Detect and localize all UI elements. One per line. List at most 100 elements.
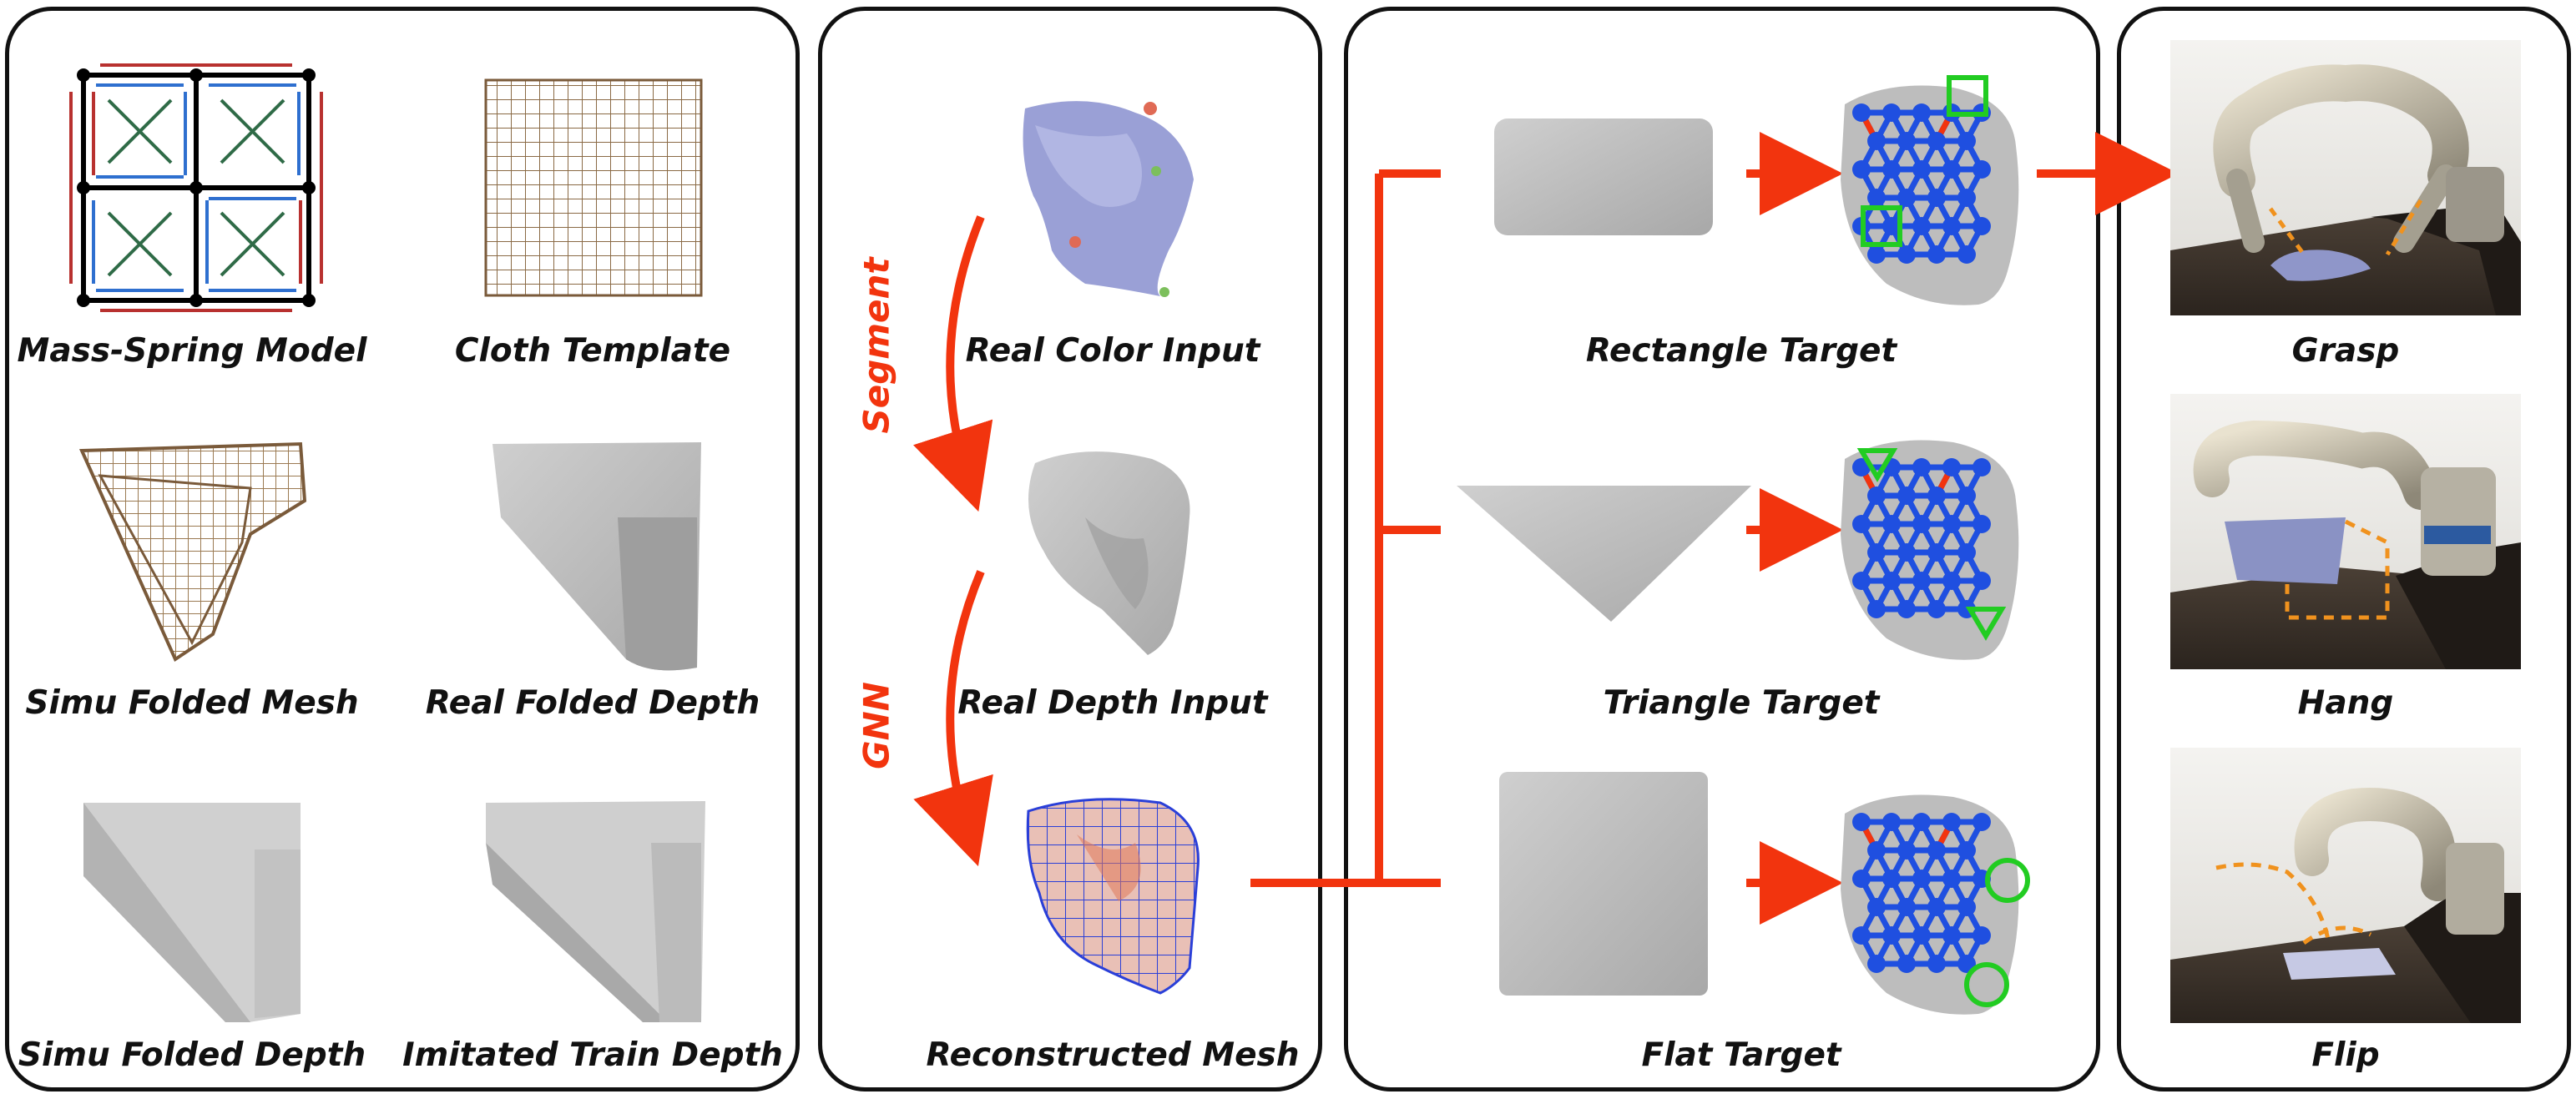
graph-node [1867, 487, 1886, 505]
graph-node [1942, 160, 1961, 179]
graph-node [1927, 955, 1946, 973]
segment-arrow [913, 215, 993, 512]
graph-node [1852, 926, 1871, 945]
graph-node [1972, 515, 1991, 533]
mass-spring-label: Mass-Spring Model [17, 332, 367, 370]
graph-node [1957, 189, 1976, 207]
graph-node [1852, 160, 1871, 179]
graph-node [1942, 870, 1961, 888]
rectangle-target-label: Rectangle Target [1585, 332, 1897, 370]
graph-node [1957, 132, 1976, 150]
grasp-label: Grasp [2291, 332, 2400, 370]
flat-target-graph [1841, 794, 2030, 1015]
graph-node [1867, 600, 1886, 618]
graph-node [1942, 572, 1961, 590]
graph-node [1972, 458, 1991, 476]
triangle-target-cloth [1457, 486, 1751, 622]
graph-node [1942, 926, 1961, 945]
reconstructed-mesh-image [1026, 798, 1200, 995]
graph-node [1882, 870, 1901, 888]
graph-node [1912, 572, 1931, 590]
graph-node [1912, 103, 1931, 122]
graph-node [1912, 926, 1931, 945]
simu-folded-mesh [78, 441, 307, 662]
graph-node [1927, 600, 1946, 618]
flat-target-cloth [1499, 772, 1708, 996]
graph-node [1897, 898, 1916, 916]
graph-node [1972, 160, 1991, 179]
graph-node [1897, 600, 1916, 618]
graph-node [1942, 813, 1961, 831]
graph-node [1882, 572, 1901, 590]
graph-node [1957, 841, 1976, 860]
gnn-arrow [913, 570, 993, 867]
graph-node [1912, 160, 1931, 179]
hang-label: Hang [2297, 684, 2394, 722]
graph-node [1852, 515, 1871, 533]
graph-node [1912, 813, 1931, 831]
hang-scene-image [2170, 394, 2521, 669]
cloth-template-label: Cloth Template [454, 332, 731, 370]
graph-node [1852, 870, 1871, 888]
flat-target-label: Flat Target [1641, 1036, 1841, 1074]
graph-node [1972, 926, 1991, 945]
gnn-step-label: GNN [856, 682, 897, 769]
graph-node [1867, 132, 1886, 150]
graph-node [1882, 217, 1901, 235]
graph-node [1957, 543, 1976, 562]
real-depth-input-image [1028, 451, 1190, 655]
graph-node [1882, 103, 1901, 122]
graph-node [1912, 217, 1931, 235]
graph-node [1957, 245, 1976, 264]
mass-spring-model [69, 63, 323, 312]
graph-node [1972, 813, 1991, 831]
segment-step-label: Segment [856, 257, 897, 434]
graph-node [1972, 217, 1991, 235]
simu-folded-mesh-label: Simu Folded Mesh [25, 684, 359, 722]
graph-node [1897, 487, 1916, 505]
flip-label: Flip [2311, 1036, 2380, 1074]
graph-node [1882, 515, 1901, 533]
graph-node [1942, 458, 1961, 476]
graph-node [1912, 458, 1931, 476]
graph-node [1867, 543, 1886, 562]
triangle-target-label: Triangle Target [1603, 684, 1880, 722]
graph-node [1897, 955, 1916, 973]
graph-node [1957, 898, 1976, 916]
graph-node [1927, 189, 1946, 207]
reconstructed-mesh-label: Reconstructed Mesh [926, 1036, 1300, 1074]
rectangle-target-graph [1841, 75, 2019, 305]
flip-scene-image [2170, 748, 2521, 1023]
graph-node [1957, 487, 1976, 505]
graph-node [1852, 813, 1871, 831]
graph-node [1927, 132, 1946, 150]
graph-node [1882, 813, 1901, 831]
graph-node [1867, 898, 1886, 916]
graph-node [1927, 487, 1946, 505]
graph-node [1852, 103, 1871, 122]
graph-node [1867, 189, 1886, 207]
graph-node [1927, 543, 1946, 562]
graph-node [1942, 515, 1961, 533]
real-folded-depth-label: Real Folded Depth [425, 684, 760, 722]
graph-node [1972, 572, 1991, 590]
simu-folded-depth-label: Simu Folded Depth [18, 1036, 366, 1074]
graph-node [1897, 189, 1916, 207]
graph-node [1897, 543, 1916, 562]
triangle-target-graph [1841, 440, 2019, 660]
cloth-template-grid [484, 78, 703, 297]
graph-node [1867, 245, 1886, 264]
real-folded-depth-image [492, 442, 701, 671]
graph-node [1927, 898, 1946, 916]
grasp-point-markers [1964, 858, 2030, 1007]
graph-node [1927, 245, 1946, 264]
graph-node [1852, 572, 1871, 590]
graph-node [1897, 841, 1916, 860]
real-color-input-label: Real Color Input [965, 332, 1260, 370]
imitated-train-depth-label: Imitated Train Depth [402, 1036, 783, 1074]
graph-node [1867, 955, 1886, 973]
graph-node [1882, 160, 1901, 179]
simu-folded-depth-image [83, 803, 301, 1022]
real-color-input-image [1023, 101, 1194, 297]
